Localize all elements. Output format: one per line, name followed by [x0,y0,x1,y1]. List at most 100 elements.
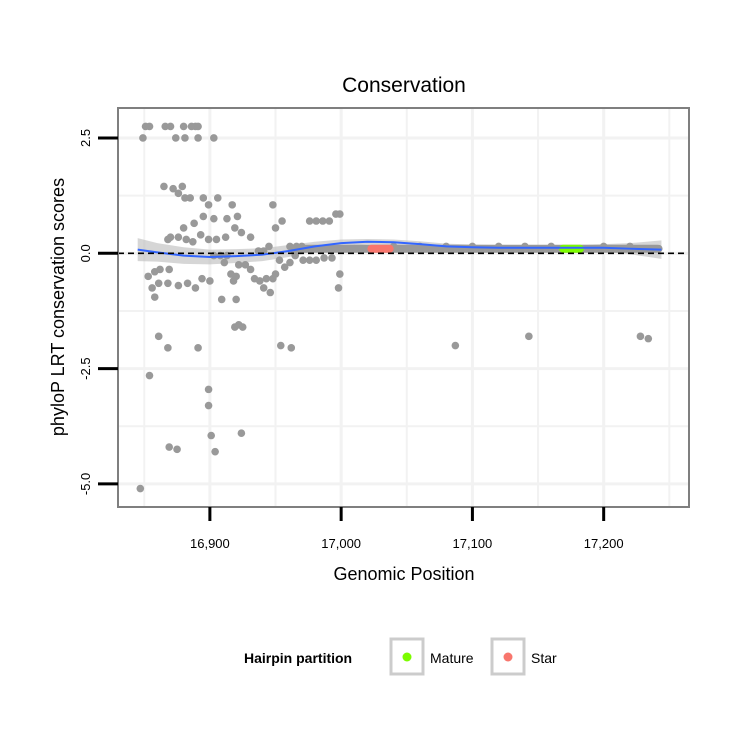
data-point [220,258,229,267]
data-point [325,217,334,225]
data-point [334,284,343,292]
data-point [186,194,194,202]
data-point [210,134,218,142]
data-point [212,235,221,244]
data-point [189,237,197,246]
data-point [156,265,164,274]
data-point [231,224,239,232]
data-point [194,134,202,142]
data-point [194,344,202,352]
data-point [204,385,213,394]
data-point [280,263,289,271]
chart-title: Conservation [342,74,466,97]
confidence-band [137,238,662,265]
data-point [525,332,533,341]
data-point [228,201,236,209]
data-point [211,447,219,456]
data-point [190,219,198,228]
data-point [213,194,222,202]
x-tick-label: 17,000 [321,536,361,551]
y-axis-title: phyloP LRT conservation scores [48,178,68,436]
confidence-band-area [137,238,662,265]
x-axis-title: Genomic Position [333,564,474,584]
data-point [259,284,268,292]
data-point [223,214,231,223]
y-tick-label: -2.5 [78,357,93,379]
data-point [150,293,159,301]
data-point [204,201,213,209]
data-point [305,217,314,225]
data-point [336,270,344,278]
data-point [210,214,218,223]
data-point [154,279,163,288]
data-point [165,265,173,274]
data-point [144,272,152,281]
data-point [148,284,156,292]
data-point [198,274,206,283]
data-point [204,235,213,244]
legend-label-star: Star [531,650,557,666]
x-tick-label: 16,900 [190,536,230,551]
data-point [312,256,321,265]
data-point [164,235,172,244]
data-point [266,288,275,297]
data-point [145,122,154,131]
data-point [169,184,177,193]
data-point [181,134,189,142]
data-point [644,334,653,343]
data-point [194,122,202,131]
data-point [139,134,147,142]
data-point [165,443,173,451]
data-point [145,371,154,380]
data-point [255,277,264,285]
data-point [299,256,307,265]
data-point [246,265,255,274]
dense-point-bands [288,244,662,253]
panel-background [118,108,689,507]
legend-dot-star [503,652,513,662]
data-point [262,274,271,283]
data-point [318,217,327,225]
data-point [191,284,200,292]
y-tick-label: 0.0 [78,244,93,262]
data-point [328,254,336,262]
legend: Hairpin partition Mature Star [244,637,557,676]
data-point [160,182,168,191]
data-point [199,194,208,202]
x-tick-label: 17,100 [453,536,493,551]
data-point [183,279,192,288]
data-point [204,401,213,410]
data-point [271,270,280,278]
data-point [636,332,645,341]
data-point [287,344,296,352]
data-point [241,261,250,269]
data-point [278,217,286,225]
x-tick-label: 17,200 [584,536,624,551]
data-point [182,235,191,244]
data-point [305,256,314,265]
panel-border [117,107,690,508]
data-point [199,212,208,221]
data-point [217,295,226,304]
data-point [232,272,240,281]
dense-point-band [367,244,394,253]
data-point [166,122,175,131]
data-point [136,484,145,493]
data-point [174,233,183,241]
data-point [174,281,183,290]
data-point [234,261,243,269]
legend-label-mature: Mature [430,650,474,666]
data-point [207,431,215,440]
data-point [246,233,255,241]
y-tick-label: 2.5 [78,129,93,147]
y-axis: -5.0 -2.5 0.0 2.5 [78,129,118,495]
data-point [269,201,277,209]
data-point [181,194,189,202]
legend-dot-mature [402,652,412,662]
data-point [271,224,280,232]
data-point [154,332,163,341]
data-point [286,258,294,267]
data-point [179,122,188,131]
data-point [174,189,183,198]
